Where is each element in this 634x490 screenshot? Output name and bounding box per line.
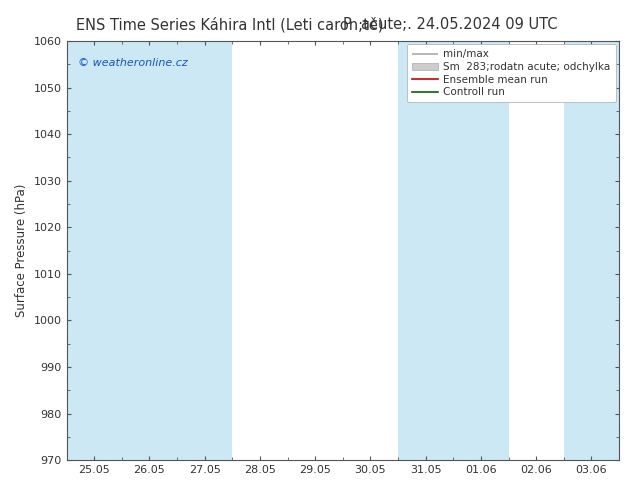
Bar	[67, 41, 122, 460]
Bar	[122, 41, 177, 460]
Text: P  acute;. 24.05.2024 09 UTC: P acute;. 24.05.2024 09 UTC	[344, 17, 558, 32]
Y-axis label: Surface Pressure (hPa): Surface Pressure (hPa)	[15, 184, 28, 318]
Text: ENS Time Series Káhira Intl (Leti caron;tě): ENS Time Series Káhira Intl (Leti caron;…	[76, 17, 384, 33]
Bar	[453, 41, 508, 460]
Bar	[564, 41, 619, 460]
Text: © weatheronline.cz: © weatheronline.cz	[77, 58, 187, 68]
Legend: min/max, Sm  283;rodatn acute; odchylka, Ensemble mean run, Controll run: min/max, Sm 283;rodatn acute; odchylka, …	[407, 44, 616, 102]
Bar	[398, 41, 453, 460]
Bar	[177, 41, 232, 460]
